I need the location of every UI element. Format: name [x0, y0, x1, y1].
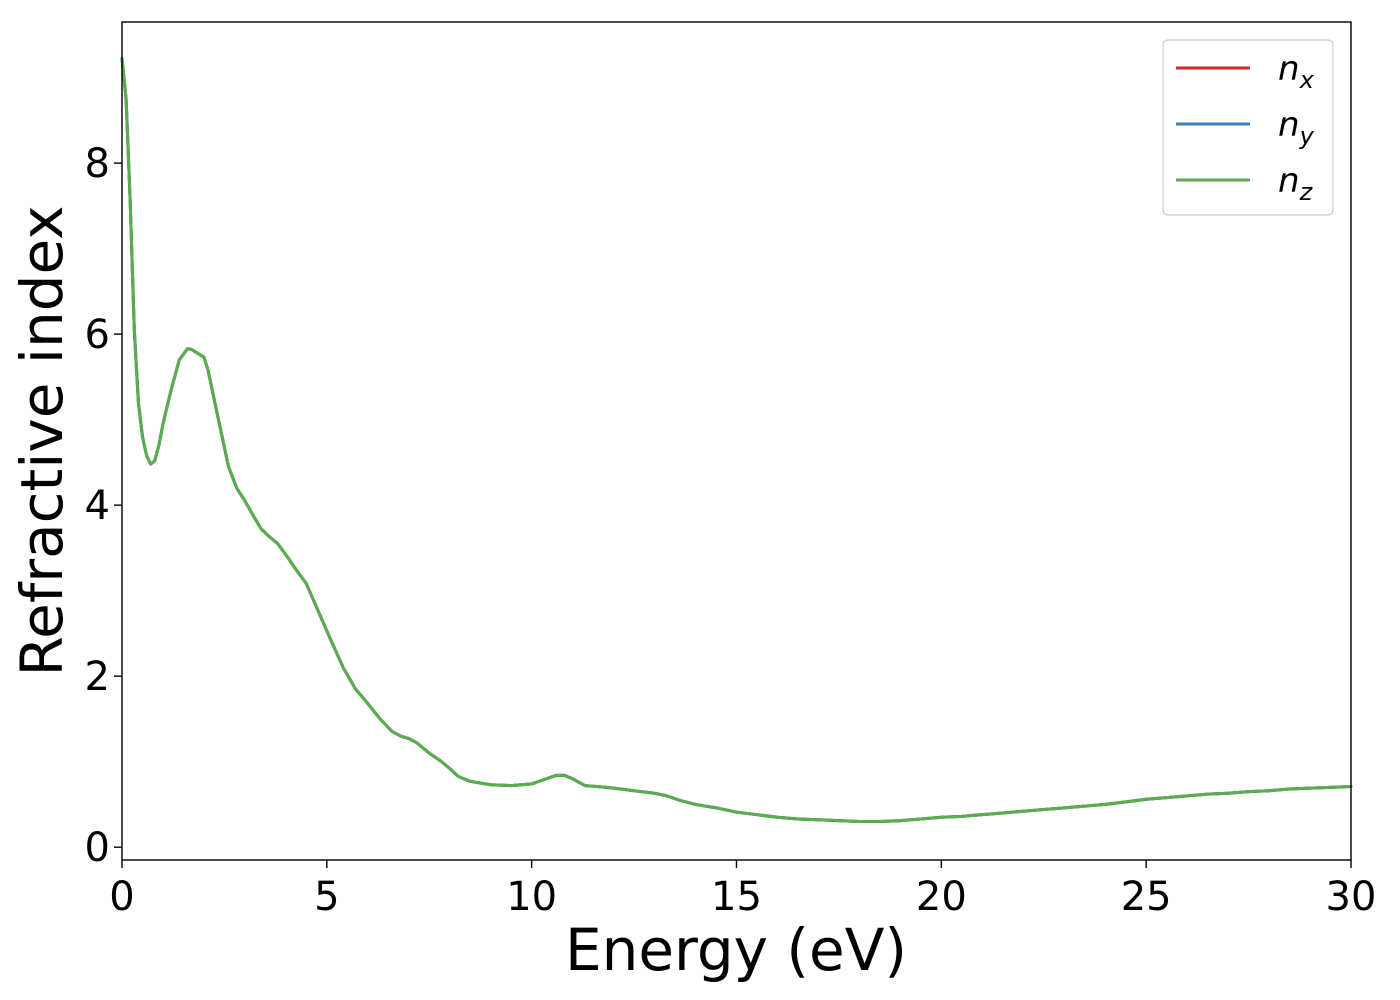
- legend-label-subscript: x: [1299, 66, 1315, 94]
- legend-box: [1162, 39, 1334, 216]
- y-tick-label: 4: [85, 483, 110, 529]
- legend-label-x: nx: [1278, 49, 1315, 94]
- legend-label-y: ny: [1278, 105, 1315, 150]
- x-tick-label: 0: [109, 874, 134, 920]
- x-tick-label: 5: [314, 874, 339, 920]
- y-tick-label: 0: [85, 825, 110, 871]
- x-tick-label: 25: [1121, 874, 1172, 920]
- legend-label-base: n: [1278, 105, 1300, 145]
- x-tick-label: 15: [711, 874, 762, 920]
- series-line-n-z: [120, 57, 1353, 824]
- legend-label-subscript: y: [1299, 122, 1315, 150]
- legend-label-z: nz: [1278, 161, 1314, 206]
- y-tick-label: 8: [85, 141, 110, 187]
- x-tick-label: 10: [506, 874, 557, 920]
- x-axis-title: Energy (eV): [565, 916, 907, 984]
- y-tick-label: 6: [85, 312, 110, 358]
- ticks-layer: 0 5 10 15 20 25 30 0 2 4 6 8: [85, 141, 1377, 920]
- legend-label-base: n: [1278, 161, 1300, 201]
- x-tick-label: 20: [916, 874, 967, 920]
- legend-label-subscript: z: [1299, 178, 1314, 206]
- y-axis-title: Refractive index: [8, 205, 76, 676]
- legend-label-base: n: [1278, 49, 1300, 89]
- series-layer: [120, 57, 1353, 824]
- y-tick-label: 2: [85, 654, 110, 700]
- x-tick-label: 30: [1326, 874, 1377, 920]
